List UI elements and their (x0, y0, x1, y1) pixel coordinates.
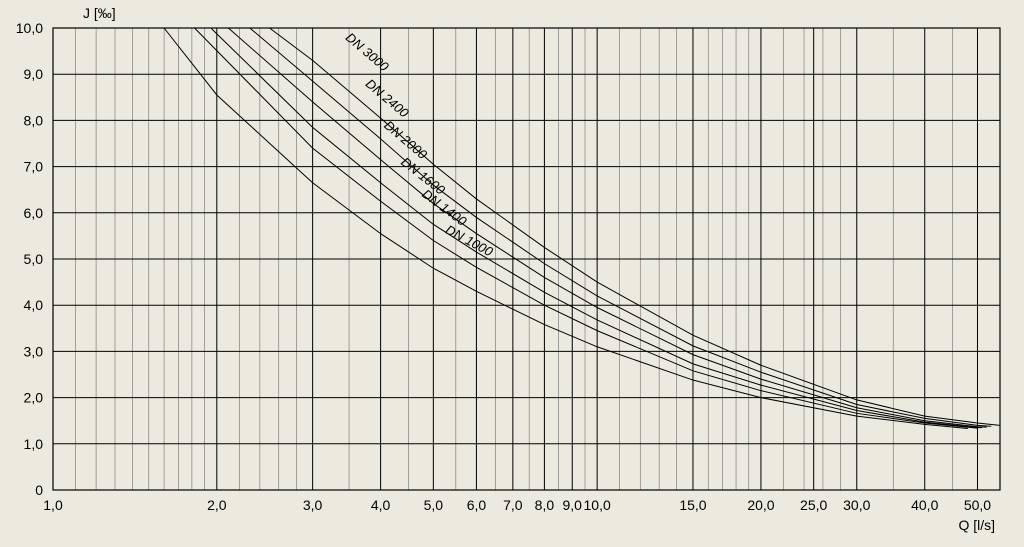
x-tick-label: 20,0 (747, 497, 774, 513)
x-tick-label: 2,0 (207, 497, 227, 513)
x-tick-label: 30,0 (843, 497, 870, 513)
y-tick-label: 0 (35, 482, 43, 498)
y-tick-label: 6,0 (24, 205, 44, 221)
x-tick-label: 25,0 (800, 497, 827, 513)
y-tick-label: 8,0 (24, 112, 44, 128)
y-tick-label: 3,0 (24, 343, 44, 359)
x-tick-label: 15,0 (679, 497, 706, 513)
x-axis-label: Q [l/s] (958, 517, 995, 533)
x-tick-label: 8,0 (535, 497, 555, 513)
x-tick-label: 10,0 (584, 497, 611, 513)
y-tick-label: 2,0 (24, 390, 44, 406)
y-tick-label: 9,0 (24, 66, 44, 82)
y-tick-label: 10,0 (16, 20, 43, 36)
chart-svg: DN 3000DN 2400DN 2000DN 1600DN 1400DN 10… (0, 0, 1024, 547)
y-tick-label: 7,0 (24, 159, 44, 175)
x-tick-label: 5,0 (424, 497, 444, 513)
x-tick-label: 50,0 (964, 497, 991, 513)
y-tick-label: 5,0 (24, 251, 44, 267)
y-tick-label: 1,0 (24, 436, 44, 452)
x-tick-label: 4,0 (371, 497, 391, 513)
y-axis-label: J [‰] (83, 5, 116, 21)
x-tick-label: 7,0 (503, 497, 523, 513)
x-tick-label: 1,0 (43, 497, 63, 513)
x-tick-label: 9,0 (563, 497, 583, 513)
x-tick-label: 6,0 (467, 497, 487, 513)
x-tick-label: 40,0 (911, 497, 938, 513)
y-tick-label: 4,0 (24, 297, 44, 313)
x-tick-label: 3,0 (303, 497, 323, 513)
